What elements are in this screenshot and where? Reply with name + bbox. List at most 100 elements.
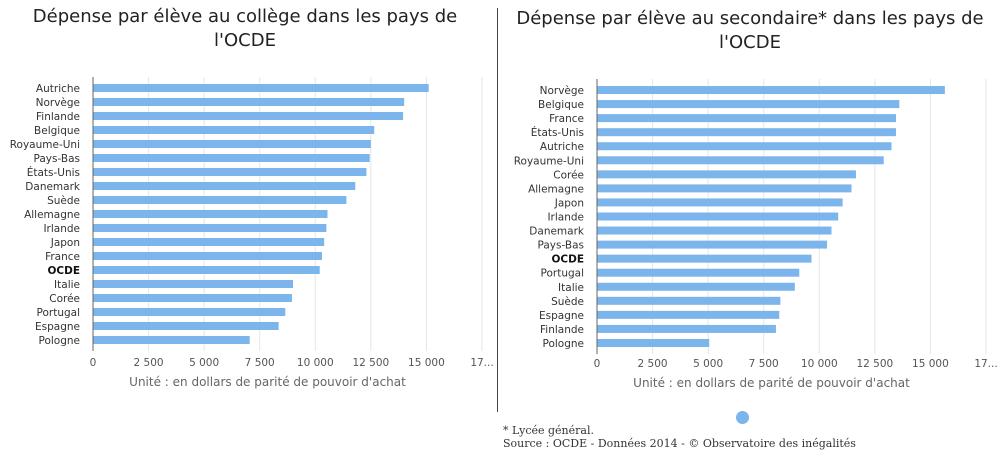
left-bar-5[interactable] — [93, 154, 370, 162]
left-category-label: OCDE — [47, 265, 80, 277]
right-bar-13[interactable] — [597, 268, 800, 277]
left-category-label: États-Unis — [27, 166, 80, 179]
right-bar-2[interactable] — [597, 114, 896, 123]
right-category-label: Belgique — [538, 99, 584, 111]
left-category-label: Pologne — [38, 335, 80, 347]
panel-divider — [497, 8, 498, 412]
right-category-label: Danemark — [529, 226, 585, 238]
right-bar-4[interactable] — [597, 142, 892, 151]
left-bar-3[interactable] — [93, 126, 375, 134]
left-category-label: Suède — [47, 195, 80, 207]
left-bar-6[interactable] — [93, 168, 367, 176]
right-bar-5[interactable] — [597, 156, 884, 165]
left-category-label: Japon — [50, 237, 80, 249]
right-bar-11[interactable] — [597, 240, 828, 249]
left-category-label: Irlande — [43, 223, 80, 235]
right-bar-10[interactable] — [597, 226, 832, 235]
left-category-label: Pays-Bas — [33, 153, 80, 165]
left-category-label: Belgique — [34, 125, 80, 137]
left-category-label: Finlande — [36, 111, 80, 123]
right-category-label: OCDE — [551, 254, 584, 266]
left-tick-label: 10 000 — [297, 357, 334, 369]
right-category-label: Italie — [558, 282, 584, 294]
right-bar-0[interactable] — [597, 86, 945, 95]
right-tick-label: 17... — [974, 358, 997, 370]
left-bar-18[interactable] — [93, 336, 250, 344]
left-category-label: France — [45, 251, 80, 263]
left-bar-13[interactable] — [93, 266, 320, 274]
chart-title-right: Dépense par élève au secondaire* dans le… — [516, 8, 984, 53]
left-bar-7[interactable] — [93, 182, 356, 190]
right-category-label: Autriche — [540, 141, 584, 153]
right-category-label: Suède — [551, 296, 584, 308]
left-tick-label: 5 000 — [189, 357, 219, 369]
right-tick-label: 2 500 — [638, 358, 668, 370]
left-tick-label: 0 — [90, 357, 97, 369]
right-category-label: Irlande — [547, 212, 584, 224]
left-bar-4[interactable] — [93, 140, 371, 148]
left-bar-16[interactable] — [93, 308, 286, 316]
right-tick-label: 15 000 — [912, 358, 949, 370]
right-category-label: Allemagne — [528, 183, 584, 195]
right-bar-15[interactable] — [597, 296, 781, 305]
right-category-label: Norvège — [540, 85, 584, 97]
legend-marker[interactable] — [736, 411, 749, 424]
right-bar-17[interactable] — [597, 324, 776, 333]
right-category-label: États-Unis — [531, 126, 584, 139]
left-category-label: Allemagne — [24, 209, 80, 221]
right-bar-14[interactable] — [597, 282, 795, 291]
right-bar-8[interactable] — [597, 198, 843, 207]
chart-title-left: Dépense par élève au collège dans les pa… — [32, 6, 458, 51]
right-category-label: Corée — [553, 169, 584, 181]
left-category-label: Royaume-Uni — [10, 139, 80, 151]
right-tick-label: 5 000 — [693, 358, 723, 370]
left-category-label: Espagne — [35, 321, 80, 333]
right-bar-18[interactable] — [597, 338, 710, 347]
right-tick-label: 0 — [594, 358, 601, 370]
chart-left: Autriche Norvège Finlande Belgique Royaume-U… — [10, 77, 494, 389]
left-bar-8[interactable] — [93, 196, 347, 204]
right-category-label: France — [549, 113, 584, 125]
left-tick-label: 2 500 — [134, 357, 164, 369]
right-tick-label: 7 500 — [749, 358, 779, 370]
footnote-source: Source : OCDE - Données 2014 - © Observa… — [503, 437, 856, 450]
left-tick-label: 15 000 — [408, 357, 445, 369]
right-bar-12[interactable] — [597, 254, 812, 263]
right-bar-1[interactable] — [597, 100, 900, 109]
left-bar-2[interactable] — [93, 112, 404, 120]
left-category-label: Norvège — [36, 97, 80, 109]
footnote-lycee: * Lycée général. — [503, 424, 594, 437]
right-x-axis-label: Unité : en dollars de parité de pouvoir … — [633, 376, 910, 390]
right-bar-6[interactable] — [597, 170, 856, 179]
left-bar-15[interactable] — [93, 294, 292, 302]
right-category-label: Royaume-Uni — [514, 155, 584, 167]
left-bar-12[interactable] — [93, 252, 322, 260]
left-category-label: Danemark — [25, 181, 81, 193]
right-tick-label: 10 000 — [801, 358, 838, 370]
right-tick-label: 12 500 — [856, 358, 893, 370]
left-tick-label: 12 500 — [352, 357, 389, 369]
left-category-label: Italie — [54, 279, 80, 291]
right-bar-3[interactable] — [597, 128, 896, 137]
right-category-label: Finlande — [540, 324, 584, 336]
left-bar-0[interactable] — [93, 84, 429, 92]
left-bar-11[interactable] — [93, 238, 325, 246]
right-bar-9[interactable] — [597, 212, 839, 221]
right-category-label: Portugal — [541, 268, 585, 280]
right-category-label: Japon — [554, 197, 584, 209]
left-category-label: Autriche — [36, 83, 80, 95]
right-category-label: Pologne — [542, 338, 584, 350]
left-bar-17[interactable] — [93, 322, 279, 330]
left-tick-label: 17... — [470, 357, 493, 369]
left-bar-14[interactable] — [93, 280, 294, 288]
left-bar-10[interactable] — [93, 224, 327, 232]
left-tick-label: 7 500 — [245, 357, 275, 369]
right-category-label: Espagne — [539, 310, 584, 322]
left-bar-9[interactable] — [93, 210, 328, 218]
left-x-axis-label: Unité : en dollars de parité de pouvoir … — [129, 375, 406, 389]
left-category-label: Corée — [49, 293, 80, 305]
right-bar-16[interactable] — [597, 310, 780, 319]
left-bar-1[interactable] — [93, 98, 405, 106]
right-bar-7[interactable] — [597, 184, 852, 193]
